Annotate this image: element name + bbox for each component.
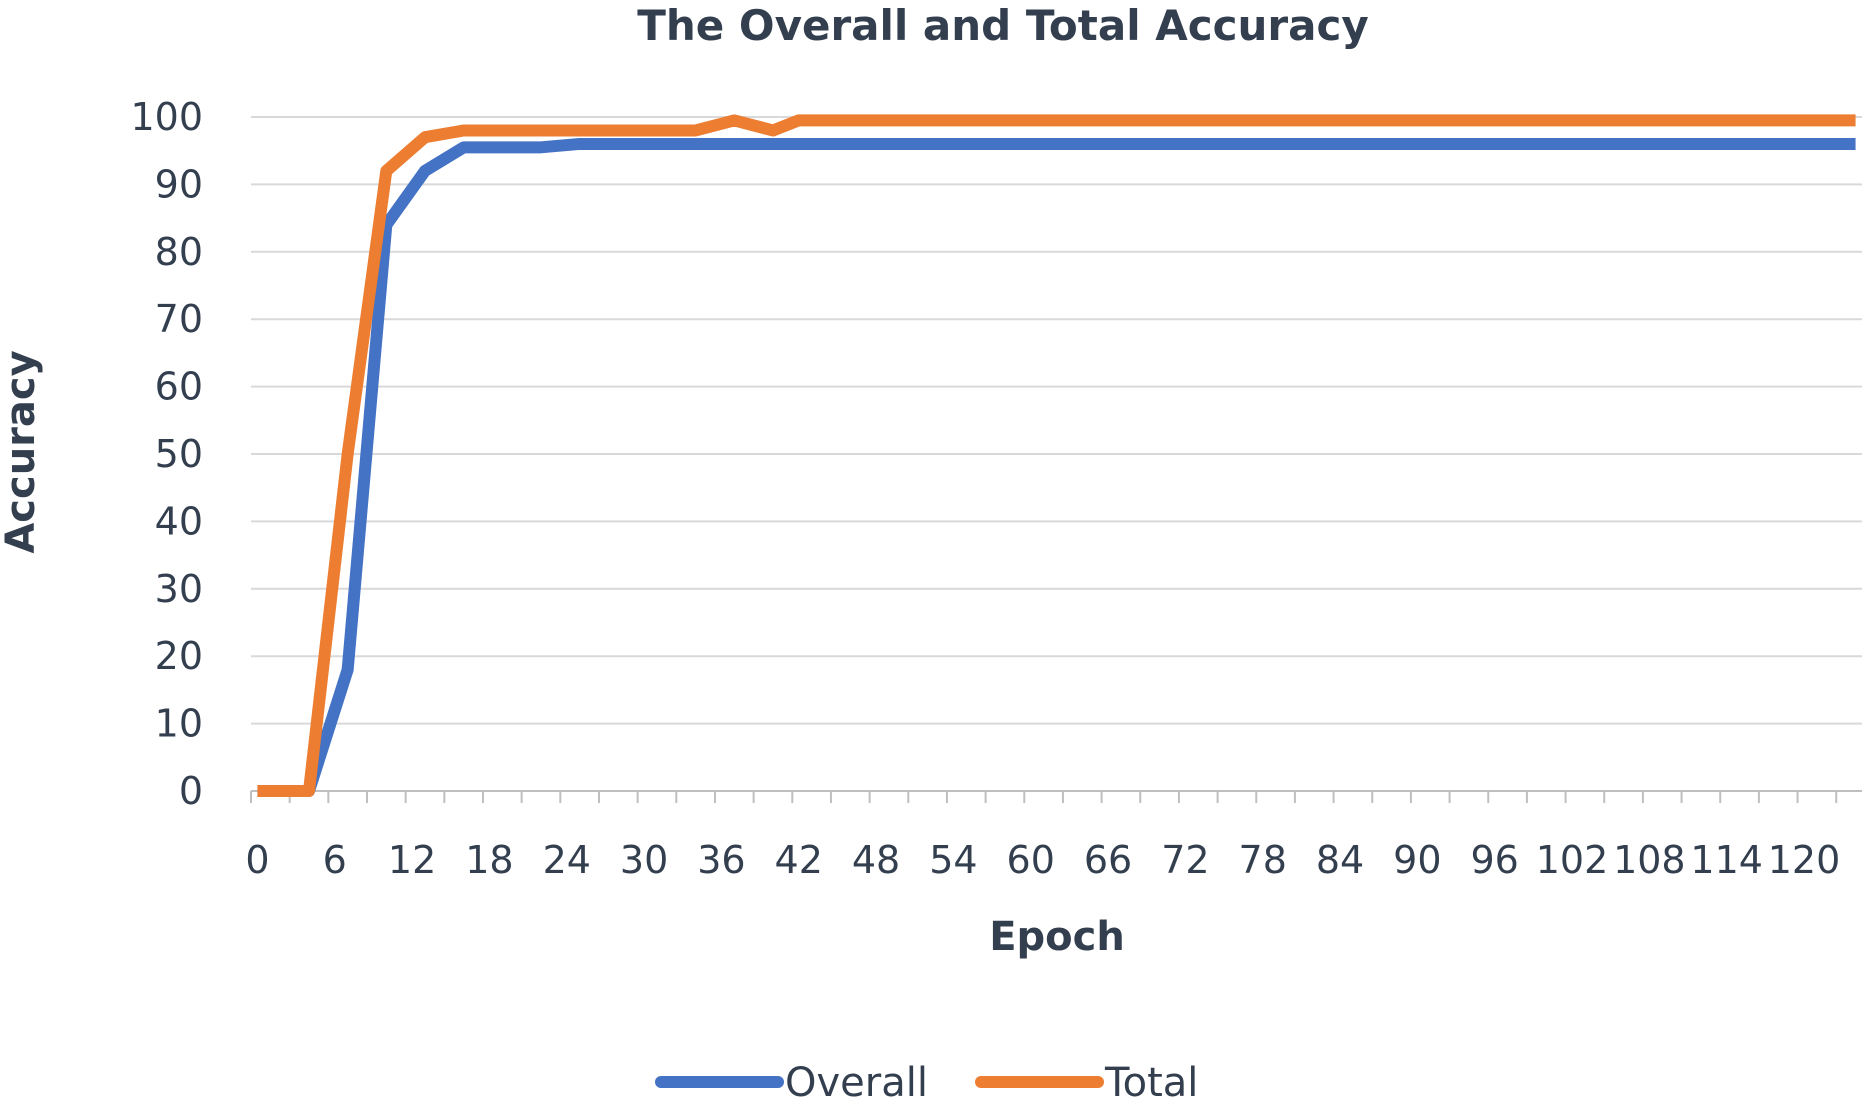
gridlines <box>251 116 1862 725</box>
x-tick-label: 0 <box>245 838 269 882</box>
x-tick-label: 90 <box>1393 838 1441 882</box>
x-tick-label: 6 <box>323 838 347 882</box>
x-tick-label: 84 <box>1316 838 1364 882</box>
y-tick-label: 60 <box>155 365 203 409</box>
y-tick-label: 30 <box>155 567 203 611</box>
y-tick-label: 100 <box>130 95 203 139</box>
x-tick-label: 66 <box>1084 838 1132 882</box>
legend-label-total: Total <box>1104 1060 1198 1106</box>
x-tick-label: 36 <box>697 838 745 882</box>
series-lines <box>257 114 1856 797</box>
x-tick-label: 24 <box>543 838 591 882</box>
y-tick-label: 0 <box>179 769 203 813</box>
y-tick-label: 10 <box>155 702 203 746</box>
y-tick-label: 90 <box>155 162 203 206</box>
x-tick-label: 48 <box>852 838 900 882</box>
x-tick-label: 54 <box>929 838 977 882</box>
x-tick-label: 12 <box>388 838 436 882</box>
x-tick-label: 78 <box>1239 838 1287 882</box>
legend-label-overall: Overall <box>785 1060 928 1106</box>
x-tick-label: 102 <box>1536 838 1609 882</box>
series-line-total <box>257 114 1856 797</box>
x-tick-label: 72 <box>1161 838 1209 882</box>
chart-title: The Overall and Total Accuracy <box>637 1 1369 50</box>
x-tick-label: 60 <box>1007 838 1055 882</box>
x-tick-label: 96 <box>1471 838 1519 882</box>
y-tick-label: 80 <box>155 230 203 274</box>
x-axis-ticks: 0 6 12 18 24 30 36 42 48 54 60 66 72 78 84 90 96 102 108 11… <box>245 791 1840 882</box>
x-tick-label: 108 <box>1613 838 1686 882</box>
x-tick-label: 42 <box>775 838 823 882</box>
x-tick-label: 120 <box>1768 838 1841 882</box>
legend: Overall Total <box>655 1060 1198 1106</box>
y-tick-label: 20 <box>155 634 203 678</box>
x-tick-label: 114 <box>1690 838 1763 882</box>
y-tick-label: 40 <box>155 499 203 543</box>
series-line-overall <box>257 137 1856 797</box>
y-tick-label: 70 <box>155 297 203 341</box>
y-axis-ticks: 0 10 20 30 40 50 60 70 80 90 100 <box>130 95 203 813</box>
x-tick-label: 18 <box>465 838 513 882</box>
y-tick-label: 50 <box>155 432 203 476</box>
y-axis-title: Accuracy <box>0 350 44 553</box>
x-axis-title: Epoch <box>989 914 1125 960</box>
x-tick-label: 30 <box>620 838 668 882</box>
